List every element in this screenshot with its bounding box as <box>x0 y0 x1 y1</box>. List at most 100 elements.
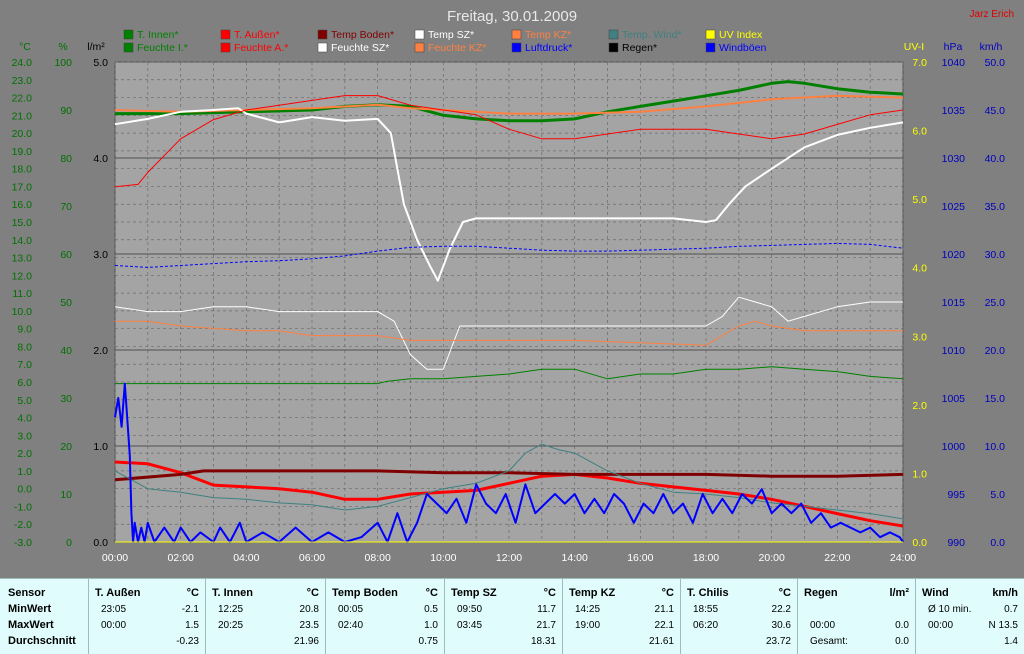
series-line-feuchte-a <box>114 95 904 188</box>
series-line-t-au-en <box>114 460 904 528</box>
temp-tick-label: 15.0 <box>12 217 33 229</box>
series-line-feuchte-kz <box>115 320 903 346</box>
stats-unit: °C <box>543 587 556 599</box>
x-tick-label: 12:00 <box>496 552 522 564</box>
stats-title: T. Innen <box>212 587 253 599</box>
pressure-unit-label: hPa <box>944 41 963 53</box>
legend-label: Temp Boden* <box>331 29 394 41</box>
x-tick-label: 14:00 <box>562 552 588 564</box>
stats-unit: °C <box>425 587 438 599</box>
pressure-tick-label: 1020 <box>942 249 966 261</box>
uv-tick-label: 7.0 <box>912 57 927 69</box>
wind-tick-label: 25.0 <box>985 297 1006 309</box>
legend-label: Feuchte KZ* <box>428 42 486 54</box>
stats-unit: °C <box>778 587 791 599</box>
weather-chart: Freitag, 30.01.2009 Jarz Erich T. Innen* T.… <box>12 8 1014 564</box>
legend-swatch <box>220 29 231 40</box>
stats-value: 20.8 <box>299 604 319 615</box>
humidity-tick-label: 90 <box>60 105 72 117</box>
pressure-tick-label: 1040 <box>942 57 966 69</box>
stats-value: 21.61 <box>648 636 674 647</box>
legend-label: Luftdruck* <box>525 42 572 54</box>
legend-swatch <box>511 42 522 53</box>
stats-unit: °C <box>661 587 674 599</box>
temp-tick-label: 11.0 <box>12 288 32 300</box>
uv-tick-label: 5.0 <box>912 194 927 206</box>
temp-tick-label: 17.0 <box>12 181 33 193</box>
stats-time: 00:05 <box>338 604 364 615</box>
stats-block: T. Chilis °C 18:55 22.2 06:20 30.6 23.72 <box>680 579 798 654</box>
stats-time: 06:20 <box>693 620 719 631</box>
stats-time: 09:50 <box>457 604 483 615</box>
humidity-tick-label: 50 <box>60 297 72 309</box>
stats-value: 22.1 <box>654 620 674 631</box>
stats-title: Temp KZ <box>569 587 616 599</box>
legend-swatch <box>414 29 425 40</box>
humidity-tick-label: 100 <box>54 57 72 69</box>
legend-swatch <box>123 42 134 53</box>
stats-value: 0.75 <box>418 636 438 647</box>
stats-unit: °C <box>186 587 199 599</box>
humidity-tick-label: 20 <box>60 441 72 453</box>
legend-swatch <box>705 29 716 40</box>
legend-swatch <box>317 29 328 40</box>
stats-time: 14:25 <box>575 604 601 615</box>
series-line-luftdruck <box>114 242 904 268</box>
x-tick-label: 16:00 <box>627 552 653 564</box>
series-line-temp-kz <box>114 94 904 115</box>
pressure-tick-label: 1025 <box>942 201 966 213</box>
stats-block-sensor: Sensor MinWert MaxWert Durchschnitt <box>0 579 88 654</box>
wind-tick-label: 15.0 <box>985 393 1006 405</box>
temp-tick-label: 3.0 <box>17 430 32 442</box>
legend-swatch <box>608 29 619 40</box>
uv-tick-label: 2.0 <box>912 400 927 412</box>
legend-label: Feuchte A.* <box>234 42 288 54</box>
humidity-tick-label: 30 <box>60 393 72 405</box>
chart-title: Freitag, 30.01.2009 <box>447 8 577 25</box>
stats-block: T. Innen °C 12:25 20.8 20:25 23.5 21.96 <box>205 579 326 654</box>
legend-label: Regen* <box>622 42 657 54</box>
series-line-feuchte-sz <box>114 296 903 370</box>
rain-tick-label: 4.0 <box>93 153 108 165</box>
uv-unit-label: UV-I <box>904 41 924 53</box>
stats-unit: l/m² <box>889 587 909 599</box>
stats-value: 1.0 <box>424 620 438 631</box>
x-tick-label: 06:00 <box>299 552 325 564</box>
x-tick-label: 10:00 <box>430 552 456 564</box>
uv-tick-label: 1.0 <box>912 468 927 480</box>
temp-tick-label: 23.0 <box>12 75 33 87</box>
legend-label: Temp. Wind* <box>622 29 682 41</box>
temp-tick-label: 16.0 <box>12 199 33 211</box>
stats-title: T. Chilis <box>687 587 729 599</box>
stats-time: 02:40 <box>338 620 364 631</box>
legend-swatch <box>414 42 425 53</box>
stats-time: 12:25 <box>218 604 244 615</box>
temp-tick-label: 10.0 <box>12 306 33 318</box>
stats-value: 21.96 <box>293 636 319 647</box>
temp-tick-label: 8.0 <box>17 341 32 353</box>
rain-unit-label: l/m² <box>87 41 105 53</box>
wind-unit-label: km/h <box>980 41 1003 53</box>
stats-time: 00:00 <box>928 620 954 631</box>
legend-label: UV Index <box>719 29 763 41</box>
humidity-tick-label: 70 <box>60 201 72 213</box>
humidity-tick-label: 10 <box>60 489 72 501</box>
rain-tick-label: 1.0 <box>93 441 108 453</box>
stats-time: 20:25 <box>218 620 244 631</box>
stats-value: 11.7 <box>537 604 556 615</box>
wind-tick-label: 40.0 <box>985 153 1006 165</box>
series-line-temp-wind <box>114 443 904 520</box>
stats-value: -2.1 <box>181 604 199 615</box>
pressure-tick-label: 990 <box>947 537 965 549</box>
temp-tick-label: 0.0 <box>17 484 32 496</box>
temp-tick-label: 4.0 <box>17 413 32 425</box>
stats-time: 23:05 <box>101 604 127 615</box>
pressure-tick-label: 1015 <box>942 297 966 309</box>
temp-tick-label: 1.0 <box>17 466 32 478</box>
stats-block: T. Außen °C 23:05 -2.1 00:00 1.5 -0.23 <box>88 579 206 654</box>
temp-tick-label: 24.0 <box>12 57 33 69</box>
stats-time: 00:00 <box>101 620 127 631</box>
uv-tick-label: 0.0 <box>912 537 927 549</box>
stats-time: 19:00 <box>575 620 601 631</box>
temp-tick-label: 7.0 <box>17 359 32 371</box>
